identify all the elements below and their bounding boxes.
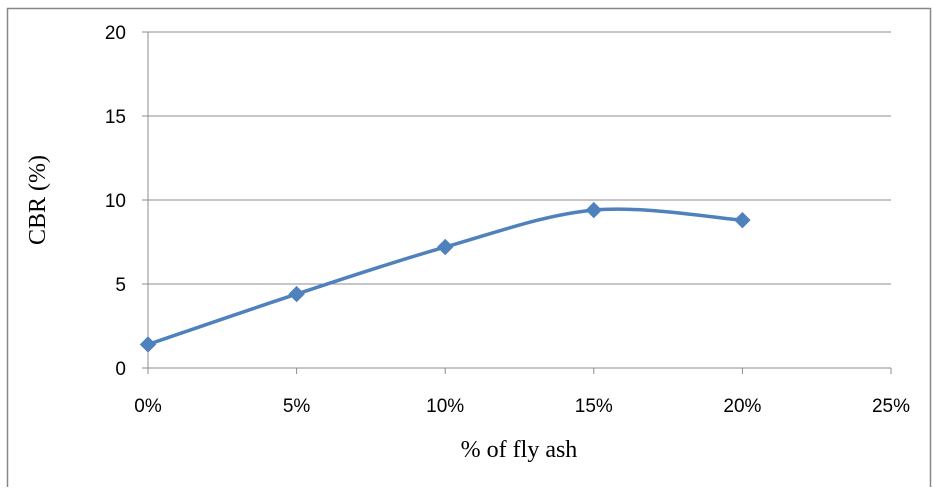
y-tick-label: 5 — [115, 275, 126, 296]
data-point-0 — [139, 336, 157, 353]
x-tick-label: 20% — [723, 396, 761, 417]
y-tick-label: 0 — [115, 359, 126, 380]
data-point-20 — [734, 211, 751, 229]
y-axis-title: CBR (%) — [25, 155, 51, 245]
gridlines — [148, 31, 891, 285]
data-point-10 — [436, 238, 454, 256]
data-point-5 — [288, 285, 305, 303]
x-tick-label: 25% — [872, 396, 910, 417]
chart-frame — [6, 7, 932, 492]
x-tick-label: 10% — [426, 396, 464, 417]
x-axis-title: % of fly ash — [461, 437, 578, 463]
data-series — [139, 201, 751, 353]
x-tick-label: 5% — [283, 396, 311, 417]
x-tick-label: 15% — [575, 396, 613, 417]
y-tick-label: 20 — [105, 23, 126, 44]
data-point-15 — [585, 201, 603, 219]
x-tick-label: 0% — [134, 396, 162, 417]
y-tick-label: 15 — [105, 107, 126, 128]
axes — [142, 31, 892, 374]
tick-labels: 0 5 10 15 20 0% 5% 10% 15% 20% 25% — [105, 23, 910, 417]
y-tick-label: 10 — [105, 191, 126, 212]
